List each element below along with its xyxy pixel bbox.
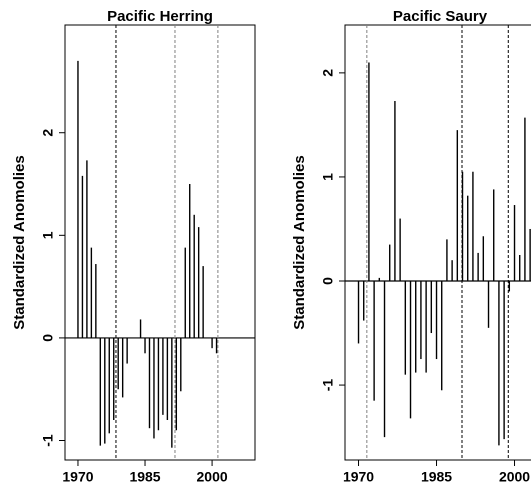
y-tick-label: -1: [40, 434, 56, 447]
y-tick-label: 2: [40, 129, 56, 137]
y-tick-label: 0: [40, 334, 56, 342]
y-tick-label: 1: [320, 173, 336, 181]
x-tick-label: 1970: [343, 469, 374, 485]
chart-title: Pacific Herring: [107, 8, 213, 25]
y-tick-label: 0: [320, 277, 336, 285]
x-tick-label: 2000: [197, 469, 228, 485]
y-axis-label: Standardized Anomolies: [11, 155, 28, 329]
x-tick-label: 1970: [62, 469, 93, 485]
x-tick-label: 1985: [129, 469, 160, 485]
x-tick-label: 1985: [421, 469, 452, 485]
y-tick-label: 2: [320, 69, 336, 77]
chart-title: Pacific Saury: [393, 8, 488, 25]
y-axis-label: Standardized Anomolies: [291, 155, 308, 329]
plot-frame: [64, 24, 256, 461]
y-tick-label: 1: [40, 231, 56, 239]
y-tick-label: -1: [320, 379, 336, 392]
x-tick-label: 2000: [499, 469, 530, 485]
plot-frame: [344, 24, 531, 461]
